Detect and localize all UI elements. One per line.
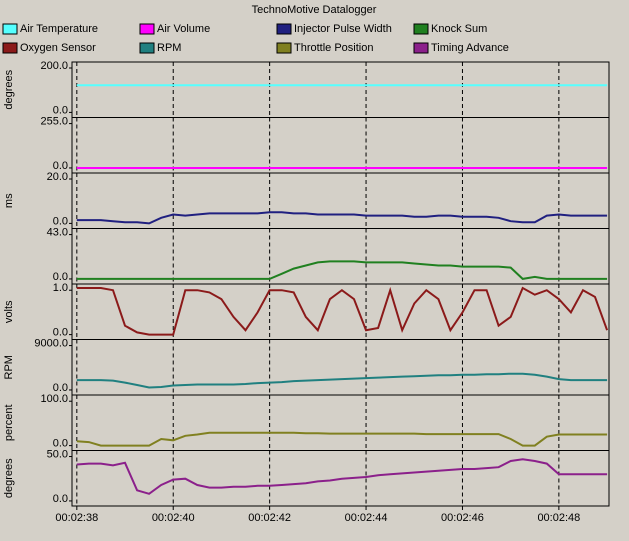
legend-swatch (413, 23, 429, 35)
series-line (76, 372, 608, 389)
y-tick-label: 0.0 (53, 438, 68, 450)
y-tick-label: 0.0 (53, 271, 68, 283)
y-tick-label: 0.0 (53, 104, 68, 116)
legend-label: Injector Pulse Width (294, 23, 392, 35)
y-tick-label: 20.0 (47, 171, 68, 183)
y-tick-label: 100.0 (40, 393, 68, 405)
legend-swatch (139, 23, 155, 35)
panel (71, 450, 610, 507)
legend-swatch (276, 23, 292, 35)
legend-swatch (413, 42, 429, 54)
y-tick-label: 9000.0 (34, 337, 68, 349)
legend-swatch (2, 23, 18, 35)
x-tick-label: 00:02:42 (248, 512, 291, 524)
x-tick-label: 00:02:44 (345, 512, 388, 524)
y-tick-label: 0.0 (53, 382, 68, 394)
legend-label: Timing Advance (431, 42, 509, 54)
series-line (76, 260, 608, 280)
x-tick-label: 00:02:46 (441, 512, 484, 524)
y-axis-label: degrees (3, 69, 15, 109)
y-axis-label: ms (3, 193, 15, 208)
y-tick-label: 43.0 (47, 226, 68, 238)
legend-label: Oxygen Sensor (20, 42, 96, 54)
x-tick-label: 00:02:38 (55, 512, 98, 524)
y-tick-label: 0.0 (53, 160, 68, 172)
y-tick-label: 0.0 (53, 327, 68, 339)
legend-swatch (2, 42, 18, 54)
legend-swatch (276, 42, 292, 54)
x-tick-label: 00:02:40 (152, 512, 195, 524)
series-line (76, 458, 608, 495)
y-tick-label: 200.0 (40, 60, 68, 72)
legend-label: Air Temperature (20, 23, 98, 35)
series-line (76, 431, 608, 447)
legend-label: RPM (157, 42, 181, 54)
y-tick-label: 1.0 (53, 282, 68, 294)
legend-swatch (139, 42, 155, 54)
y-tick-label: 255.0 (40, 115, 68, 127)
legend-label: Throttle Position (294, 42, 373, 54)
x-tick-label: 00:02:48 (537, 512, 580, 524)
y-tick-label: 0.0 (53, 493, 68, 505)
y-axis-label: percent (3, 404, 15, 441)
chart-title: TechnoMotive Datalogger (252, 4, 377, 16)
legend-label: Air Volume (157, 23, 210, 35)
legend-label: Knock Sum (431, 23, 487, 35)
y-axis-label: degrees (3, 458, 15, 498)
y-axis-label: RPM (3, 355, 15, 379)
y-tick-label: 50.0 (47, 448, 68, 460)
series-line (76, 286, 609, 336)
y-tick-label: 0.0 (53, 215, 68, 227)
series-line (76, 211, 608, 225)
y-axis-label: volts (3, 300, 15, 323)
